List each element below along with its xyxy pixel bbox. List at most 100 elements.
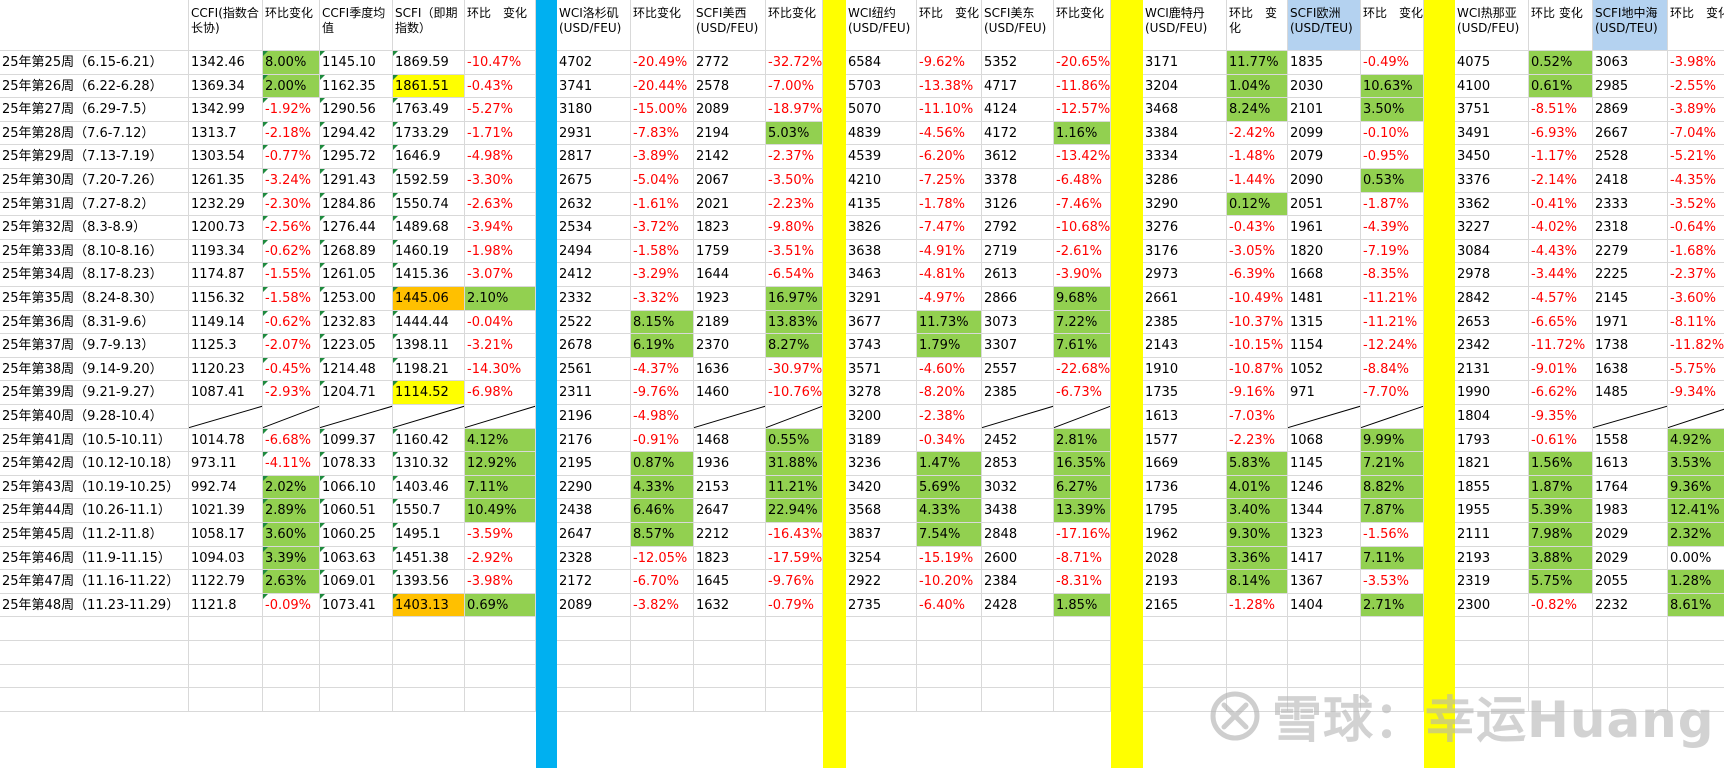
empty-cell[interactable] xyxy=(1361,641,1424,665)
change-cell[interactable]: -2.37% xyxy=(1668,263,1724,287)
value-cell[interactable]: 1160.42 xyxy=(393,428,465,453)
value-cell[interactable]: 2332 xyxy=(557,287,631,311)
value-cell[interactable]: 1403.46 xyxy=(393,475,465,500)
change-cell[interactable]: -2.93% xyxy=(263,381,320,405)
value-cell[interactable]: 2792 xyxy=(982,216,1054,240)
week-label[interactable]: 25年第36周（8.31-9.6） xyxy=(0,310,189,335)
change-cell[interactable]: -4.97% xyxy=(917,287,982,311)
value-cell[interactable]: 2561 xyxy=(557,357,631,382)
value-cell[interactable]: 1962 xyxy=(1143,523,1227,547)
empty-cell[interactable] xyxy=(557,617,631,641)
change-cell[interactable]: -13.42% xyxy=(1054,145,1111,169)
change-cell[interactable]: 16.97% xyxy=(766,287,823,311)
value-cell[interactable]: 3073 xyxy=(982,310,1054,335)
empty-cell[interactable] xyxy=(189,617,263,641)
empty-cell[interactable] xyxy=(0,617,189,641)
change-cell[interactable]: -9.76% xyxy=(766,570,823,594)
change-cell[interactable]: 12.41% xyxy=(1668,499,1724,523)
value-cell[interactable]: 3126 xyxy=(982,192,1054,217)
change-cell[interactable]: -2.23% xyxy=(766,192,823,217)
week-label[interactable]: 25年第30周（7.20-7.26） xyxy=(0,169,189,193)
value-cell[interactable]: 1468 xyxy=(694,428,766,453)
change-cell[interactable]: -0.10% xyxy=(1361,121,1424,146)
empty-cell[interactable] xyxy=(694,688,766,712)
change-cell[interactable]: -11.86% xyxy=(1054,74,1111,99)
value-cell[interactable]: 3290 xyxy=(1143,192,1227,217)
week-label[interactable]: 25年第29周（7.13-7.19） xyxy=(0,145,189,169)
change-cell[interactable]: -8.31% xyxy=(1054,570,1111,594)
change-cell[interactable]: -4.43% xyxy=(1529,239,1593,264)
week-label[interactable]: 25年第31周（7.27-8.2） xyxy=(0,192,189,217)
change-cell[interactable]: 2.10% xyxy=(465,287,536,311)
value-cell[interactable]: 1403.13 xyxy=(393,593,465,618)
change-cell[interactable]: 1.87% xyxy=(1529,475,1593,500)
change-cell[interactable]: -9.16% xyxy=(1227,381,1288,405)
value-cell[interactable] xyxy=(1593,405,1668,429)
change-cell[interactable]: 4.01% xyxy=(1227,475,1288,500)
value-cell[interactable]: 3176 xyxy=(1143,239,1227,264)
value-cell[interactable]: 5070 xyxy=(846,98,917,122)
value-cell[interactable]: 1214.48 xyxy=(320,357,393,382)
change-cell[interactable]: -10.87% xyxy=(1227,357,1288,382)
week-label[interactable]: 25年第48周（11.23-11.29） xyxy=(0,593,189,618)
change-cell[interactable]: -3.32% xyxy=(631,287,694,311)
empty-cell[interactable] xyxy=(1361,664,1424,689)
change-cell[interactable]: -20.49% xyxy=(631,51,694,75)
change-cell[interactable]: -1.58% xyxy=(263,287,320,311)
value-cell[interactable]: 3171 xyxy=(1143,51,1227,75)
change-cell[interactable]: 6.27% xyxy=(1054,475,1111,500)
change-cell[interactable]: 5.69% xyxy=(917,475,982,500)
change-cell[interactable]: -6.20% xyxy=(917,145,982,169)
change-cell[interactable]: 4.92% xyxy=(1668,428,1724,453)
value-cell[interactable]: 1149.14 xyxy=(189,310,263,335)
value-cell[interactable]: 992.74 xyxy=(189,475,263,500)
change-cell[interactable]: -9.01% xyxy=(1529,357,1593,382)
value-cell[interactable]: 2534 xyxy=(557,216,631,240)
change-cell[interactable]: -4.37% xyxy=(631,357,694,382)
value-cell[interactable]: 2613 xyxy=(982,263,1054,287)
change-cell[interactable]: -0.82% xyxy=(1529,593,1593,618)
value-cell[interactable]: 1232.83 xyxy=(320,310,393,335)
value-cell[interactable]: 3378 xyxy=(982,169,1054,193)
value-cell[interactable]: 1198.21 xyxy=(393,357,465,382)
empty-cell[interactable] xyxy=(631,664,694,689)
value-cell[interactable]: 2145 xyxy=(1593,287,1668,311)
value-cell[interactable]: 1451.38 xyxy=(393,546,465,571)
value-cell[interactable]: 1793 xyxy=(1455,428,1529,453)
empty-cell[interactable] xyxy=(1593,664,1668,689)
change-cell[interactable]: -10.47% xyxy=(465,51,536,75)
change-cell[interactable]: 7.61% xyxy=(1054,334,1111,358)
change-cell[interactable]: -4.91% xyxy=(917,239,982,264)
value-cell[interactable]: 1125.3 xyxy=(189,334,263,358)
change-cell[interactable]: -4.57% xyxy=(1529,287,1593,311)
column-header[interactable]: 环比 变化 xyxy=(1227,0,1288,51)
column-header[interactable]: 环比变化 xyxy=(1054,0,1111,51)
change-cell[interactable]: -4.56% xyxy=(917,121,982,146)
value-cell[interactable]: 1820 xyxy=(1288,239,1361,264)
change-cell[interactable]: 5.83% xyxy=(1227,452,1288,476)
change-cell[interactable]: -0.62% xyxy=(263,239,320,264)
value-cell[interactable]: 2978 xyxy=(1455,263,1529,287)
value-cell[interactable]: 3826 xyxy=(846,216,917,240)
value-cell[interactable]: 2647 xyxy=(557,523,631,547)
value-cell[interactable]: 1764 xyxy=(1593,475,1668,500)
value-cell[interactable]: 1404 xyxy=(1288,593,1361,618)
column-header[interactable]: 环比 变化 xyxy=(465,0,536,51)
change-cell[interactable]: -5.27% xyxy=(465,98,536,122)
value-cell[interactable]: 3032 xyxy=(982,475,1054,500)
change-cell[interactable]: -0.62% xyxy=(263,310,320,335)
column-header[interactable]: SCFI美西(USD/FEU) xyxy=(694,0,766,51)
empty-cell[interactable] xyxy=(1143,688,1227,712)
empty-cell[interactable] xyxy=(766,688,823,712)
column-header[interactable]: SCFI（即期指数） xyxy=(393,0,465,51)
value-cell[interactable]: 1058.17 xyxy=(189,523,263,547)
empty-cell[interactable] xyxy=(1227,617,1288,641)
change-cell[interactable]: 1.47% xyxy=(917,452,982,476)
change-cell[interactable]: 16.35% xyxy=(1054,452,1111,476)
change-cell[interactable]: 10.63% xyxy=(1361,74,1424,99)
change-cell[interactable]: 3.88% xyxy=(1529,546,1593,571)
change-cell[interactable] xyxy=(465,405,536,429)
change-cell[interactable]: -7.04% xyxy=(1668,122,1724,146)
change-cell[interactable]: 10.49% xyxy=(465,499,536,523)
change-cell[interactable]: -11.82% xyxy=(1668,334,1724,358)
